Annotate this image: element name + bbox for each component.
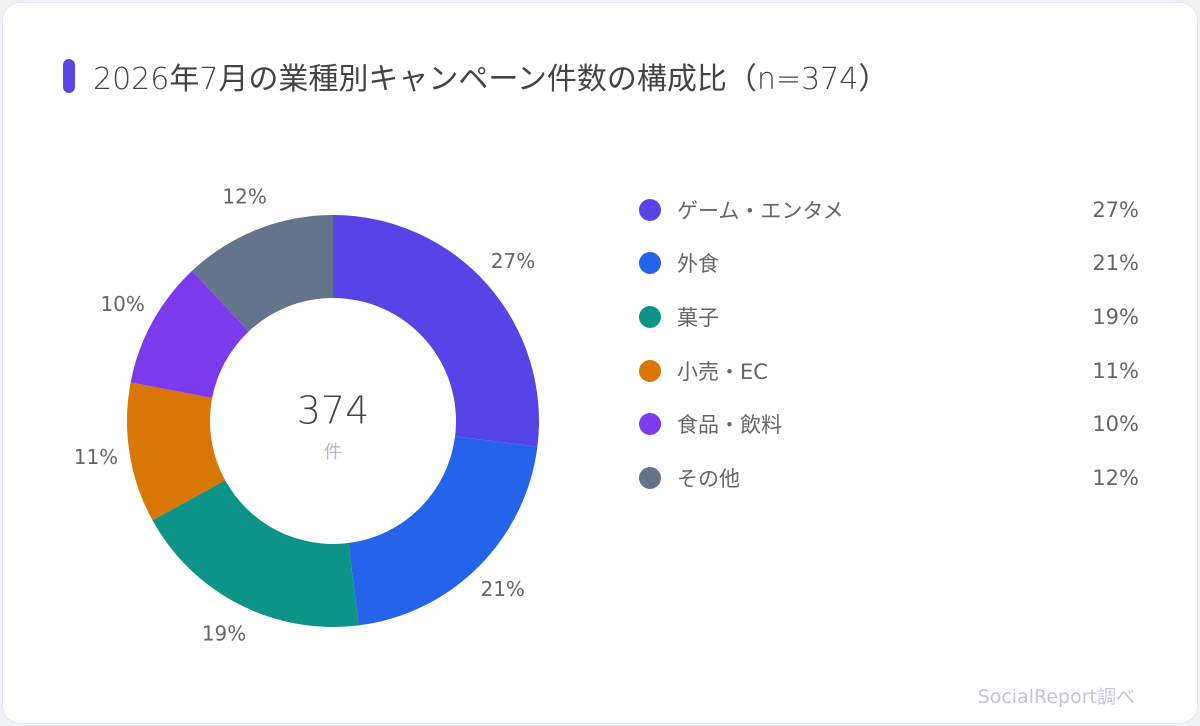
slice-label-3: 19% bbox=[202, 621, 246, 645]
legend-swatch bbox=[639, 305, 661, 328]
title-area: 2026年7月の業種別キャンペーン件数の構成比（n=374） bbox=[63, 51, 888, 101]
source-note: SocialReport調べ bbox=[977, 686, 1135, 708]
center-total-unit: 件 bbox=[324, 442, 342, 463]
legend-item-5: 食品・飲料 10% bbox=[639, 397, 1139, 451]
legend-label: 菓子 bbox=[677, 305, 719, 330]
legend-swatch bbox=[639, 413, 661, 436]
slice-label-5: 10% bbox=[100, 292, 144, 316]
legend-item-1: ゲーム・エンタメ 27% bbox=[639, 183, 1139, 237]
legend-item-6: その他 12% bbox=[639, 451, 1139, 505]
legend-value: 27% bbox=[1092, 197, 1139, 222]
slice-label-2: 21% bbox=[480, 577, 524, 601]
donut-slice-2 bbox=[348, 436, 538, 626]
chart-title: 2026年7月の業種別キャンペーン件数の構成比（n=374） bbox=[93, 62, 889, 97]
legend-label: その他 bbox=[677, 466, 740, 491]
legend-item-3: 菓子 19% bbox=[639, 290, 1139, 344]
legend-swatch bbox=[639, 198, 661, 221]
legend-label: 食品・飲料 bbox=[677, 413, 782, 438]
title-accent-bar bbox=[63, 59, 75, 93]
legend-item-4: 小売・EC 11% bbox=[639, 344, 1139, 398]
donut-slice-4 bbox=[126, 382, 226, 521]
donut-slice-1 bbox=[333, 215, 539, 447]
legend-value: 10% bbox=[1092, 412, 1139, 437]
chart-legend: ゲーム・エンタメ 27% 外食 21% 菓子 19% 小売・EC 11% 食品・飲料 10% その他… bbox=[639, 183, 1139, 505]
slice-label-6: 12% bbox=[222, 184, 266, 208]
legend-value: 21% bbox=[1092, 251, 1139, 276]
donut-chart: 27% 21% 19% 11% 10% 12% 374 件 bbox=[74, 184, 539, 645]
legend-swatch bbox=[639, 359, 661, 382]
donut-slice-3 bbox=[152, 480, 359, 627]
donut-slice-6 bbox=[191, 214, 333, 332]
slice-label-1: 27% bbox=[491, 249, 535, 273]
slice-label-4: 11% bbox=[74, 445, 118, 469]
legend-value: 19% bbox=[1092, 304, 1139, 329]
legend-swatch bbox=[639, 466, 661, 489]
legend-label: 小売・EC bbox=[677, 359, 768, 384]
legend-label: 外食 bbox=[677, 252, 719, 277]
legend-label: ゲーム・エンタメ bbox=[677, 198, 844, 223]
legend-item-2: 外食 21% bbox=[639, 237, 1139, 291]
legend-swatch bbox=[639, 252, 661, 275]
donut-slice-5 bbox=[130, 270, 249, 398]
center-total-value: 374 bbox=[297, 389, 370, 433]
legend-value: 12% bbox=[1092, 465, 1139, 490]
legend-value: 11% bbox=[1092, 358, 1139, 383]
